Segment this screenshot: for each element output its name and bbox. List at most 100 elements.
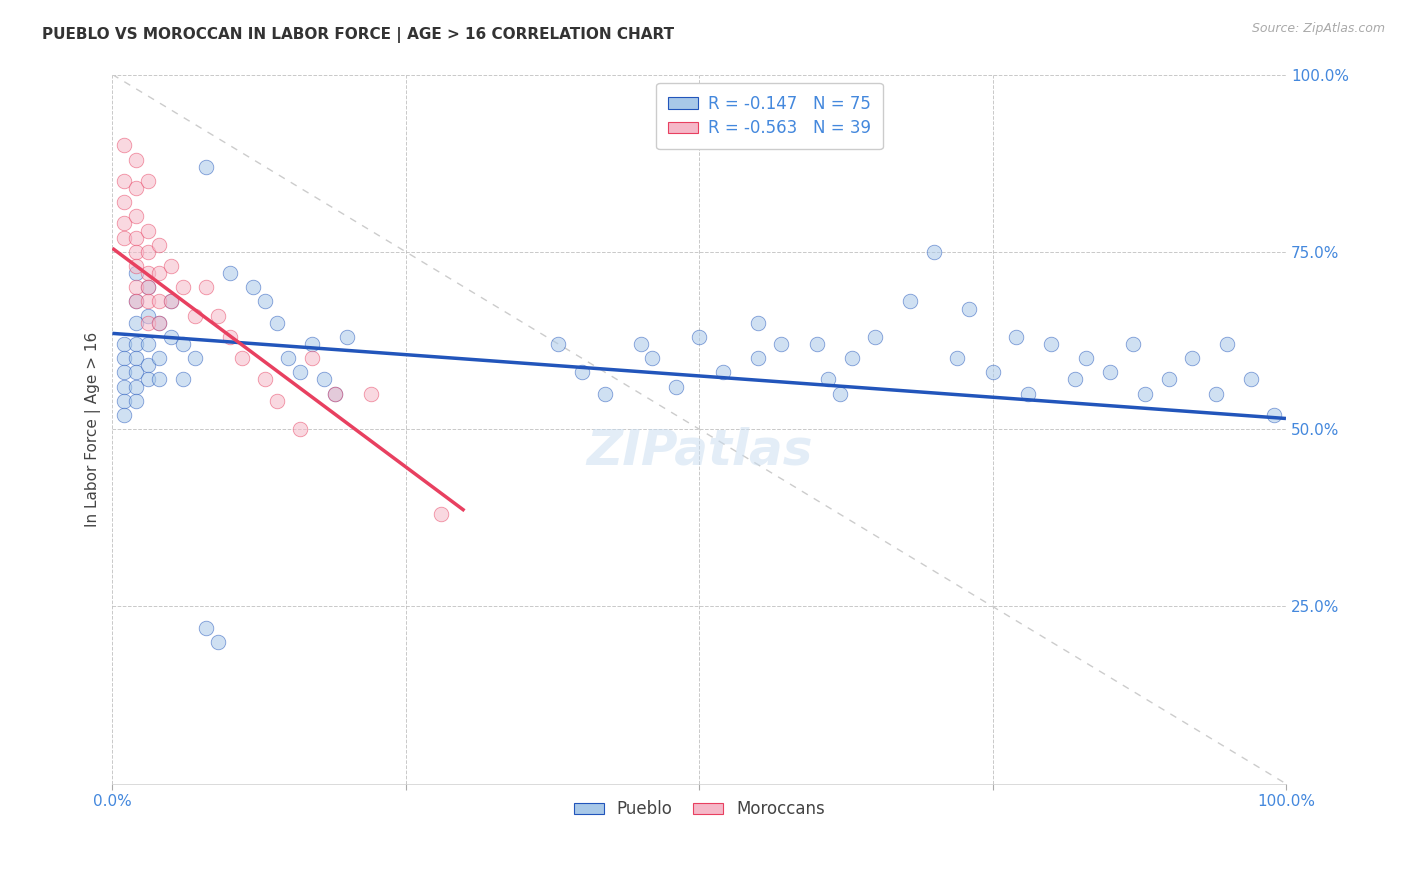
Point <box>547 337 569 351</box>
Point <box>218 266 240 280</box>
Point <box>160 294 183 309</box>
Text: Source: ZipAtlas.com: Source: ZipAtlas.com <box>1251 22 1385 36</box>
Point <box>1181 351 1204 366</box>
Point <box>136 359 159 373</box>
Point <box>125 280 148 294</box>
Point <box>312 372 335 386</box>
Point <box>218 330 240 344</box>
Point <box>136 372 159 386</box>
Point <box>277 351 299 366</box>
Point <box>1005 330 1028 344</box>
Point <box>1216 337 1239 351</box>
Point <box>125 365 148 379</box>
Point <box>125 244 148 259</box>
Point <box>125 393 148 408</box>
Point <box>806 337 828 351</box>
Point <box>207 635 229 649</box>
Point <box>160 330 183 344</box>
Point <box>112 379 135 393</box>
Point <box>946 351 969 366</box>
Point <box>1017 386 1039 401</box>
Point <box>571 365 593 379</box>
Point <box>817 372 839 386</box>
Point <box>595 386 617 401</box>
Point <box>148 316 170 330</box>
Point <box>770 337 793 351</box>
Point <box>1076 351 1098 366</box>
Point <box>125 294 148 309</box>
Point <box>242 280 264 294</box>
Point <box>112 230 135 244</box>
Point <box>288 422 311 436</box>
Point <box>266 393 288 408</box>
Point <box>183 309 205 323</box>
Point <box>1240 372 1263 386</box>
Point <box>136 244 159 259</box>
Point <box>630 337 652 351</box>
Point <box>195 621 218 635</box>
Point <box>112 351 135 366</box>
Point <box>125 181 148 195</box>
Point <box>325 386 347 401</box>
Point <box>136 280 159 294</box>
Point <box>148 316 170 330</box>
Point <box>136 223 159 237</box>
Point <box>688 330 710 344</box>
Point <box>160 294 183 309</box>
Point <box>266 316 288 330</box>
Point <box>900 294 922 309</box>
Point <box>125 351 148 366</box>
Point <box>172 337 194 351</box>
Point <box>148 351 170 366</box>
Point <box>136 280 159 294</box>
Point <box>112 408 135 422</box>
Point <box>1263 408 1285 422</box>
Point <box>125 337 148 351</box>
Y-axis label: In Labor Force | Age > 16: In Labor Force | Age > 16 <box>86 332 101 527</box>
Point <box>125 294 148 309</box>
Point <box>125 153 148 167</box>
Point <box>125 266 148 280</box>
Point <box>136 316 159 330</box>
Point <box>136 174 159 188</box>
Point <box>1157 372 1180 386</box>
Point <box>136 337 159 351</box>
Point <box>641 351 664 366</box>
Point <box>136 309 159 323</box>
Point <box>288 365 311 379</box>
Point <box>207 309 229 323</box>
Point <box>195 280 218 294</box>
Point <box>1040 337 1063 351</box>
Point <box>112 138 135 153</box>
Point <box>148 266 170 280</box>
Point <box>747 351 769 366</box>
Point <box>148 237 170 252</box>
Point <box>301 337 323 351</box>
Point <box>1133 386 1156 401</box>
Point <box>336 330 359 344</box>
Point <box>112 365 135 379</box>
Point <box>125 230 148 244</box>
Point <box>301 351 323 366</box>
Point <box>863 330 886 344</box>
Point <box>112 174 135 188</box>
Point <box>841 351 863 366</box>
Point <box>711 365 734 379</box>
Point <box>325 386 347 401</box>
Point <box>125 210 148 224</box>
Point <box>148 372 170 386</box>
Text: PUEBLO VS MOROCCAN IN LABOR FORCE | AGE > 16 CORRELATION CHART: PUEBLO VS MOROCCAN IN LABOR FORCE | AGE … <box>42 27 675 43</box>
Point <box>1205 386 1227 401</box>
Point <box>957 301 980 316</box>
Point <box>172 372 194 386</box>
Point <box>136 266 159 280</box>
Point <box>981 365 1004 379</box>
Point <box>360 386 382 401</box>
Point <box>112 337 135 351</box>
Point <box>112 217 135 231</box>
Point <box>148 294 170 309</box>
Point <box>125 379 148 393</box>
Point <box>125 316 148 330</box>
Legend: Pueblo, Moroccans: Pueblo, Moroccans <box>567 794 831 825</box>
Point <box>172 280 194 294</box>
